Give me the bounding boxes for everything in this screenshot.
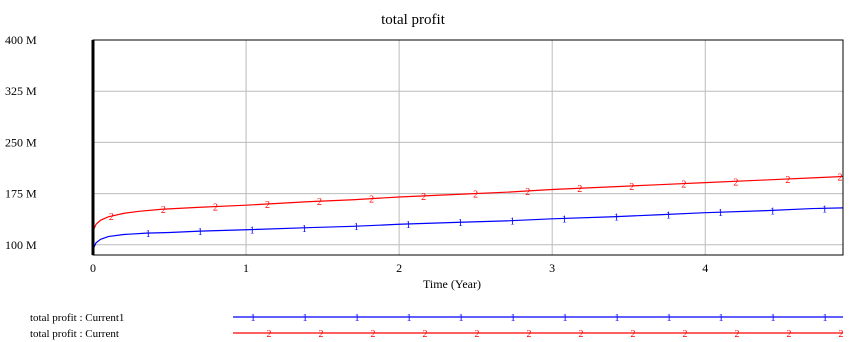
legend-marker: 2 — [423, 329, 428, 340]
plot-frame — [92, 39, 844, 256]
legend-label: total profit : Current1 — [30, 312, 124, 324]
legend-marker: 2 — [475, 329, 480, 340]
series-markers: 1 1 1 1 1 1 1 1 1 1 1 1 1 1 2 2 2 2 2 2 2 2 2 2 2 2 2 2 2 — [109, 173, 843, 240]
y-tick-label: 250 M — [5, 135, 37, 149]
series-line — [92, 175, 844, 232]
series-line — [92, 207, 844, 250]
series-marker: 1 — [510, 217, 515, 228]
series-marker: 2 — [681, 180, 686, 191]
series-marker: 2 — [837, 173, 842, 184]
legend-marker: 1 — [615, 313, 620, 324]
legend-marker: 1 — [667, 313, 672, 324]
legend-marker: 1 — [251, 313, 256, 324]
x-tick-label: 4 — [702, 261, 708, 275]
series-marker: 2 — [629, 182, 634, 193]
grid-lines — [93, 40, 843, 255]
series-marker: 1 — [458, 218, 463, 229]
legend-marker: 2 — [527, 329, 532, 340]
series-marker: 1 — [770, 206, 775, 217]
y-tick-label: 175 M — [5, 187, 37, 201]
series-marker: 2 — [213, 203, 218, 214]
legend-marker: 2 — [735, 329, 740, 340]
y-tick-label: 100 M — [5, 238, 37, 252]
series-marker: 1 — [146, 229, 151, 240]
legend-marker: 2 — [267, 329, 272, 340]
series-marker: 1 — [406, 220, 411, 231]
legend-marker: 2 — [371, 329, 376, 340]
series-marker: 1 — [718, 208, 723, 219]
x-tick-label: 3 — [549, 261, 555, 275]
x-axis-ticks: 0 1 2 3 4 — [90, 261, 708, 275]
legend-marker: 1 — [823, 313, 828, 324]
legend-marker: 1 — [771, 313, 776, 324]
series-marker: 2 — [577, 184, 582, 195]
chart-title: total profit — [381, 12, 446, 28]
y-tick-label: 325 M — [5, 84, 37, 98]
series-marker: 2 — [265, 200, 270, 211]
legend-marker: 2 — [319, 329, 324, 340]
legend-marker: 1 — [355, 313, 360, 324]
x-axis-label: Time (Year) — [423, 277, 481, 291]
series-marker: 2 — [317, 197, 322, 208]
legend-label: total profit : Current — [30, 328, 119, 340]
series-marker: 2 — [785, 175, 790, 186]
legend-marker: 2 — [839, 329, 844, 340]
series-marker: 1 — [666, 210, 671, 221]
series-marker: 2 — [369, 195, 374, 206]
series-marker: 2 — [109, 212, 114, 223]
x-tick-label: 1 — [243, 261, 249, 275]
series-marker: 1 — [354, 222, 359, 233]
series-marker: 1 — [562, 214, 567, 225]
legend-marker: 2 — [579, 329, 584, 340]
series-marker: 2 — [473, 190, 478, 201]
x-tick-label: 2 — [396, 261, 402, 275]
series-marker: 2 — [733, 177, 738, 188]
y-tick-label: 400 M — [5, 33, 37, 47]
legend-marker: 2 — [683, 329, 688, 340]
series-marker: 2 — [525, 187, 530, 198]
series-marker: 2 — [161, 205, 166, 216]
series-marker: 1 — [198, 227, 203, 238]
legend-marker: 1 — [303, 313, 308, 324]
legend-marker: 2 — [787, 329, 792, 340]
series-marker: 1 — [614, 213, 619, 224]
legend: total profit : Current1 1 1 1 1 1 1 1 1 1 1 1 1 total… — [30, 312, 844, 340]
legend-marker: 1 — [511, 313, 516, 324]
y-axis-ticks: 100 M 175 M 250 M 325 M 400 M — [5, 33, 37, 252]
legend-marker: 2 — [631, 329, 636, 340]
series-lines — [92, 175, 844, 250]
series-marker: 2 — [421, 192, 426, 203]
x-tick-label: 0 — [90, 261, 96, 275]
series-marker: 1 — [822, 204, 827, 215]
legend-marker: 1 — [719, 313, 724, 324]
legend-marker: 1 — [459, 313, 464, 324]
series-marker: 1 — [302, 224, 307, 235]
legend-marker: 1 — [407, 313, 412, 324]
legend-marker: 1 — [563, 313, 568, 324]
series-marker: 1 — [250, 226, 255, 237]
